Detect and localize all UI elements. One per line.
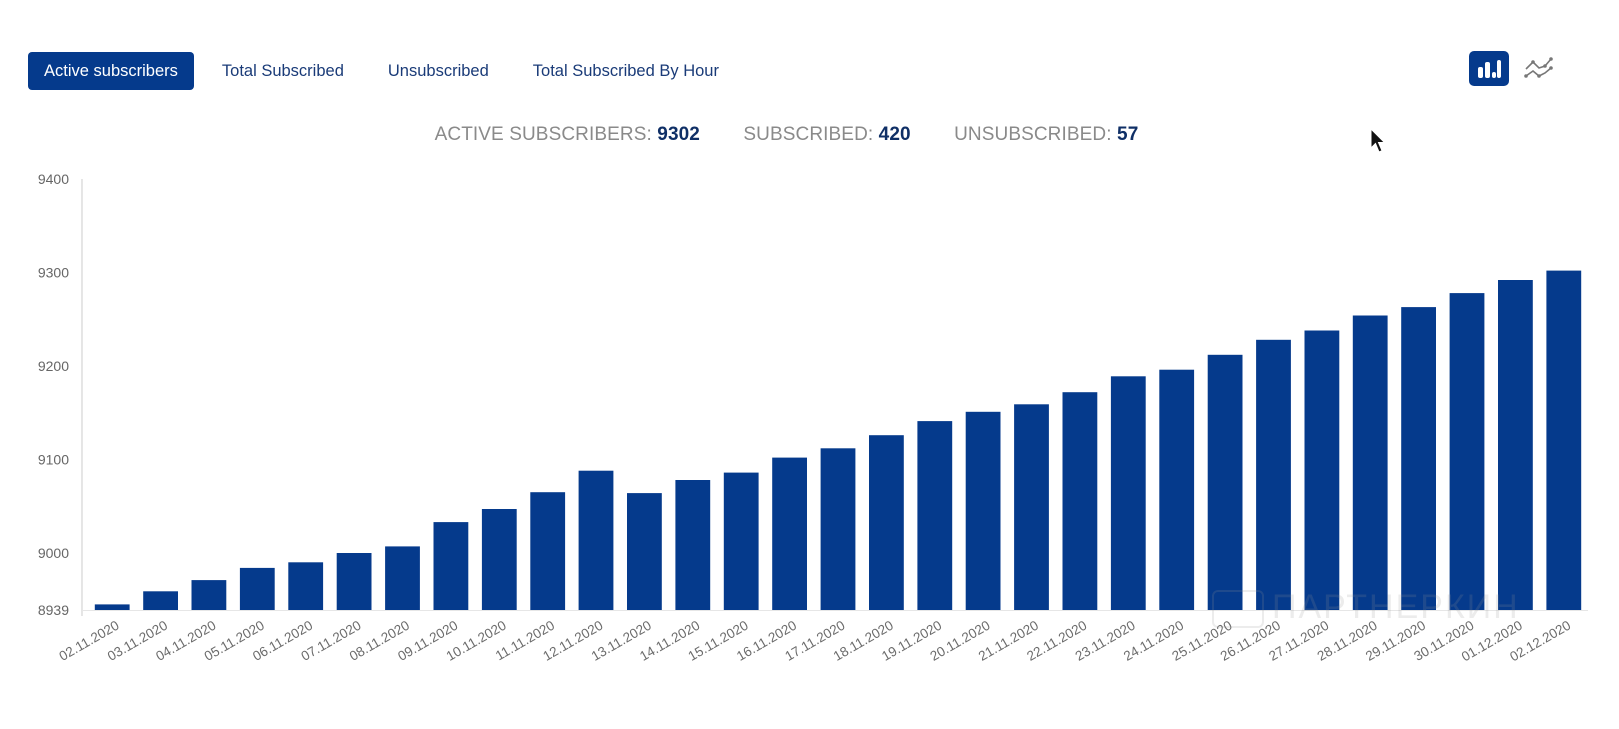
x-axis: 02.11.202003.11.202004.11.202005.11.2020… [57, 618, 1574, 665]
bar-18.11.2020[interactable] [869, 435, 904, 610]
tab-active-subscribers[interactable]: Active subscribers [28, 52, 194, 90]
bar-22.11.2020[interactable] [1062, 392, 1098, 610]
bar-14.11.2020[interactable] [675, 480, 711, 610]
tab-total-subscribed[interactable]: Total Subscribed [221, 62, 344, 80]
chart-type-toggle [1469, 51, 1559, 86]
subscribed-stat: SUBSCRIBED: 420 [743, 124, 916, 145]
y-tick-label: 9100 [38, 451, 69, 467]
y-axis: 8939 9000 9100 9200 9300 9400 [38, 171, 1588, 618]
bar-24.11.2020[interactable] [1159, 369, 1195, 610]
chart-tabs: Active subscribers Total Subscribed Unsu… [28, 52, 747, 90]
bar-06.11.2020[interactable] [288, 562, 324, 610]
tab-total-subscribed-by-hour[interactable]: Total Subscribed By Hour [532, 62, 719, 80]
bar-27.11.2020[interactable] [1304, 330, 1340, 611]
bar-12.11.2020[interactable] [578, 470, 614, 610]
bars-group [94, 270, 1582, 611]
unsubscribed-value: 57 [1117, 124, 1139, 145]
bar-21.11.2020[interactable] [1014, 404, 1049, 610]
bar-17.11.2020[interactable] [820, 448, 856, 610]
bar-04.11.2020[interactable] [191, 580, 227, 610]
bar-07.11.2020[interactable] [336, 553, 372, 610]
bar-11.11.2020[interactable] [530, 492, 566, 610]
mouse-cursor-icon [1370, 128, 1386, 153]
y-tick-label: 9300 [38, 264, 69, 280]
bar-30.11.2020[interactable] [1449, 293, 1485, 610]
bar-25.11.2020[interactable] [1207, 354, 1243, 610]
bar-chart-icon [1478, 59, 1501, 78]
bar-02.12.2020[interactable] [1546, 270, 1582, 610]
subscribed-label: SUBSCRIBED: [743, 124, 874, 145]
active-subscribers-value: 9302 [657, 124, 700, 145]
bar-16.11.2020[interactable] [772, 457, 807, 610]
bar-20.11.2020[interactable] [965, 411, 1001, 610]
subscribed-value: 420 [878, 124, 911, 145]
tab-unsubscribed[interactable]: Unsubscribed [387, 62, 489, 80]
active-subscribers-label: ACTIVE SUBSCRIBERS: [434, 124, 652, 145]
bar-26.11.2020[interactable] [1256, 339, 1291, 610]
bar-15.11.2020[interactable] [723, 472, 759, 610]
bar-29.11.2020[interactable] [1401, 307, 1436, 610]
summary-stats: ACTIVE SUBSCRIBERS: 9302 SUBSCRIBED: 420… [0, 124, 1573, 146]
bar-28.11.2020[interactable] [1352, 315, 1388, 611]
bar-05.11.2020[interactable] [239, 567, 275, 610]
bar-19.11.2020[interactable] [917, 421, 953, 610]
line-chart-icon [1524, 56, 1553, 78]
unsubscribed-stat: UNSUBSCRIBED: 57 [954, 124, 1138, 145]
bar-23.11.2020[interactable] [1110, 376, 1146, 610]
bar-13.11.2020[interactable] [627, 493, 662, 610]
unsubscribed-label: UNSUBSCRIBED: [954, 124, 1112, 145]
y-tick-label: 9400 [38, 171, 69, 187]
active-subscribers-stat: ACTIVE SUBSCRIBERS: 9302 [435, 124, 706, 145]
y-tick-label: 9200 [38, 358, 69, 374]
bar-chart-button[interactable] [1469, 51, 1509, 86]
bar-08.11.2020[interactable] [385, 546, 420, 610]
line-chart-button[interactable] [1519, 51, 1559, 86]
y-tick-label: 9000 [38, 545, 69, 561]
bar-01.12.2020[interactable] [1498, 280, 1533, 610]
bar-02.11.2020[interactable] [94, 604, 130, 610]
bar-03.11.2020[interactable] [143, 591, 178, 610]
bar-10.11.2020[interactable] [481, 509, 517, 610]
y-tick-label: 8939 [38, 602, 69, 618]
bar-09.11.2020[interactable] [433, 522, 469, 610]
